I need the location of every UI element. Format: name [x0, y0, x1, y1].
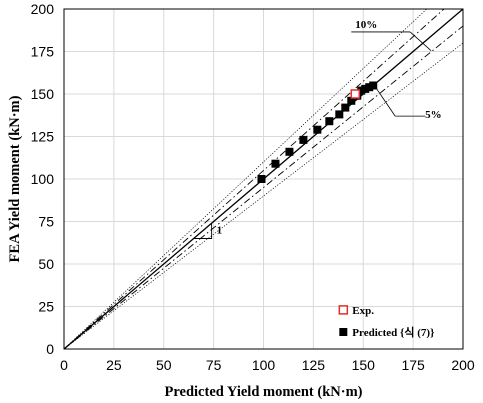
legend-label-predicted: Predicted {식 (7)}	[352, 325, 434, 339]
data-points	[257, 81, 378, 183]
x-tick-label: 125	[302, 357, 326, 373]
y-tick-label: 25	[38, 299, 54, 315]
slope-triangle: 1	[193, 223, 223, 239]
legend: Exp. Predicted {식 (7)}	[338, 305, 434, 339]
x-tick-label: 25	[106, 357, 122, 373]
x-tick-label: 50	[156, 357, 172, 373]
annotation-ten-percent: 10%	[351, 19, 432, 51]
y-tick-label: 100	[31, 171, 55, 187]
x-tick-label: 75	[206, 357, 222, 373]
predicted-point	[369, 81, 378, 90]
five-percent-leader	[372, 83, 396, 117]
y-tick-label: 0	[46, 341, 54, 357]
y-tick-label: 200	[31, 1, 55, 17]
y-tick-label: 50	[38, 256, 54, 272]
x-tick-labels: 0 25 50 75 100 125 150 175 200	[60, 357, 475, 373]
y-tick-labels: 0 25 50 75 100 125 150 175 200	[31, 1, 55, 357]
five-percent-label: 5%	[425, 109, 442, 121]
y-axis-label: FEA Yield moment (kN·m)	[7, 95, 23, 262]
reference-line-5pct	[63, 8, 445, 350]
slope-triangle-shape	[193, 223, 213, 239]
x-tick-label: 0	[60, 357, 68, 373]
predicted-point	[257, 175, 266, 183]
x-axis-label: Predicted Yield moment (kN·m)	[165, 384, 363, 400]
y-tick-label: 175	[31, 44, 55, 60]
predicted-point	[335, 110, 344, 119]
y-tick-label: 75	[38, 214, 54, 230]
x-tick-label: 100	[252, 357, 276, 373]
predicted-point	[299, 135, 308, 144]
annotation-five-percent: 5%	[372, 83, 442, 121]
x-tick-label: 150	[352, 357, 376, 373]
ten-percent-leader	[409, 31, 432, 51]
y-tick-label: 150	[31, 86, 55, 102]
legend-marker-exp	[338, 305, 349, 315]
slope-label: 1	[217, 224, 223, 236]
exp-point	[350, 89, 361, 99]
plot-frame	[63, 8, 464, 350]
predicted-point	[341, 103, 350, 112]
predicted-point	[285, 147, 294, 156]
x-tick-label: 200	[451, 357, 475, 373]
predicted-point	[325, 117, 334, 126]
predicted-point	[271, 159, 280, 168]
legend-marker-predicted	[339, 328, 348, 336]
predicted-point	[313, 125, 322, 134]
ten-percent-label: 10%	[355, 19, 377, 31]
reference-line-5pct	[63, 25, 464, 350]
y-tick-label: 125	[31, 129, 55, 145]
predicted-point	[347, 96, 356, 105]
x-tick-label: 175	[401, 357, 425, 373]
legend-label-exp: Exp.	[352, 305, 374, 317]
